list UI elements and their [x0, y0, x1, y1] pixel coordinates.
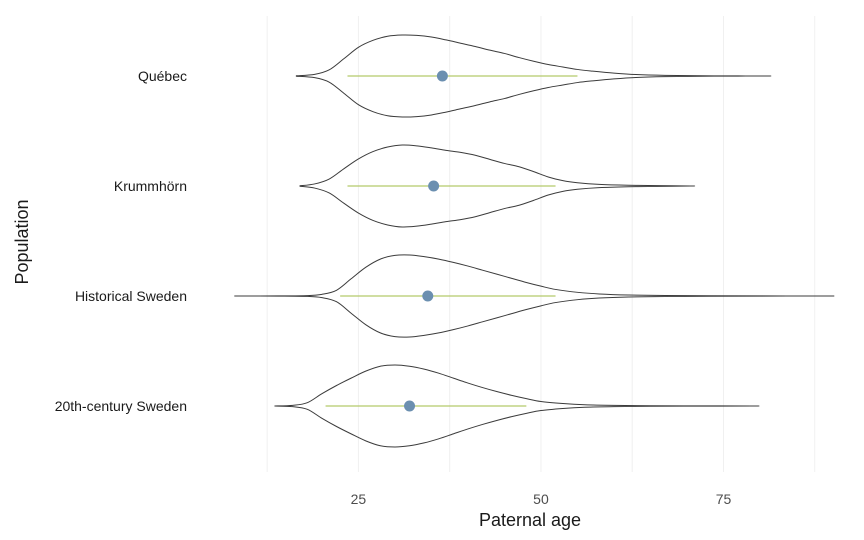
category-label: Historical Sweden [75, 288, 187, 304]
violin-layer [234, 34, 835, 448]
violin-shape [299, 144, 696, 228]
mean-point [422, 290, 434, 302]
mean-point [436, 70, 448, 82]
mark-layer [325, 70, 578, 412]
x-axis-title: Paternal age [479, 510, 581, 530]
category-label: 20th-century Sweden [55, 398, 187, 414]
violin-shape [234, 254, 835, 338]
x-tick-label: 25 [351, 491, 367, 507]
x-axis-ticks: 25 50 75 [351, 491, 732, 507]
mean-point [428, 180, 440, 192]
violin-shape [295, 34, 772, 118]
category-label: Québec [138, 68, 187, 84]
category-label: Krummhörn [114, 178, 187, 194]
y-axis-title: Population [12, 199, 32, 284]
category-labels: Québec Krummhörn Historical Sweden 20th-cen… [55, 68, 187, 414]
x-tick-label: 50 [533, 491, 549, 507]
mean-point [404, 400, 416, 412]
grid-layer [266, 16, 816, 472]
violin-shape [274, 364, 760, 448]
x-tick-label: 75 [716, 491, 732, 507]
